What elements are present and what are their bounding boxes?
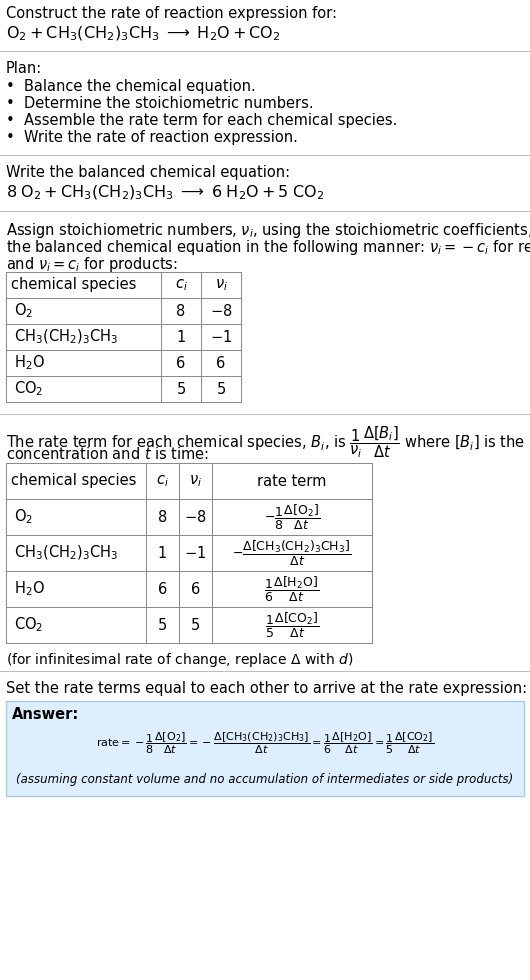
Text: •  Balance the chemical equation.: • Balance the chemical equation. — [6, 79, 256, 94]
Text: $\mathrm{8\; O_2 + CH_3(CH_2)_3CH_3 \;\longrightarrow\; 6\; H_2O + 5\; CO_2}$: $\mathrm{8\; O_2 + CH_3(CH_2)_3CH_3 \;\l… — [6, 184, 324, 203]
Text: $\mathrm{CH_3(CH_2)_3CH_3}$: $\mathrm{CH_3(CH_2)_3CH_3}$ — [14, 327, 118, 346]
Text: $-\dfrac{\Delta[\mathrm{CH_3(CH_2)_3CH_3}]}{\Delta t}$: $-\dfrac{\Delta[\mathrm{CH_3(CH_2)_3CH_3… — [233, 538, 351, 567]
Text: $\mathrm{CO_2}$: $\mathrm{CO_2}$ — [14, 615, 43, 634]
Text: $c_i$: $c_i$ — [174, 277, 188, 293]
Text: $\mathrm{rate} = -\dfrac{1}{8}\dfrac{\Delta[\mathrm{O_2}]}{\Delta t} = -\dfrac{\: $\mathrm{rate} = -\dfrac{1}{8}\dfrac{\De… — [96, 730, 434, 756]
Text: 5: 5 — [216, 381, 226, 397]
Text: $\nu_i$: $\nu_i$ — [215, 277, 227, 293]
Text: $-\dfrac{1}{8}\dfrac{\Delta[\mathrm{O_2}]}{\Delta t}$: $-\dfrac{1}{8}\dfrac{\Delta[\mathrm{O_2}… — [264, 503, 320, 531]
Text: $-8$: $-8$ — [210, 303, 232, 319]
Text: $\mathrm{H_2O}$: $\mathrm{H_2O}$ — [14, 579, 45, 599]
Text: 5: 5 — [191, 617, 200, 632]
Text: Answer:: Answer: — [12, 707, 80, 722]
Text: $\nu_i$: $\nu_i$ — [189, 473, 202, 489]
Text: rate term: rate term — [257, 473, 326, 488]
Text: chemical species: chemical species — [11, 473, 136, 488]
Text: $-8$: $-8$ — [184, 509, 207, 525]
Text: $\mathrm{CO_2}$: $\mathrm{CO_2}$ — [14, 379, 43, 398]
Text: Construct the rate of reaction expression for:: Construct the rate of reaction expressio… — [6, 6, 337, 21]
Text: 6: 6 — [158, 581, 167, 597]
Text: the balanced chemical equation in the following manner: $\nu_i = -c_i$ for react: the balanced chemical equation in the fo… — [6, 238, 530, 257]
Text: •  Assemble the rate term for each chemical species.: • Assemble the rate term for each chemic… — [6, 113, 398, 128]
Text: $\dfrac{1}{6}\dfrac{\Delta[\mathrm{H_2O}]}{\Delta t}$: $\dfrac{1}{6}\dfrac{\Delta[\mathrm{H_2O}… — [264, 574, 320, 604]
Text: $\mathrm{CH_3(CH_2)_3CH_3}$: $\mathrm{CH_3(CH_2)_3CH_3}$ — [14, 544, 118, 563]
Text: $-1$: $-1$ — [210, 329, 232, 345]
Text: Write the balanced chemical equation:: Write the balanced chemical equation: — [6, 165, 290, 180]
Text: $\dfrac{1}{5}\dfrac{\Delta[\mathrm{CO_2}]}{\Delta t}$: $\dfrac{1}{5}\dfrac{\Delta[\mathrm{CO_2}… — [265, 611, 319, 640]
Text: (assuming constant volume and no accumulation of intermediates or side products): (assuming constant volume and no accumul… — [16, 773, 514, 786]
Text: $-1$: $-1$ — [184, 545, 207, 561]
Text: 5: 5 — [158, 617, 167, 632]
Text: concentration and $t$ is time:: concentration and $t$ is time: — [6, 446, 209, 462]
Text: $\mathrm{O_2}$: $\mathrm{O_2}$ — [14, 508, 33, 526]
FancyBboxPatch shape — [6, 701, 524, 796]
Text: 6: 6 — [176, 356, 186, 370]
Text: The rate term for each chemical species, $B_i$, is $\dfrac{1}{\nu_i}\dfrac{\Delt: The rate term for each chemical species,… — [6, 424, 530, 460]
Text: 1: 1 — [176, 329, 186, 345]
Text: •  Determine the stoichiometric numbers.: • Determine the stoichiometric numbers. — [6, 96, 314, 111]
Text: $c_i$: $c_i$ — [156, 473, 169, 489]
Text: Assign stoichiometric numbers, $\nu_i$, using the stoichiometric coefficients, $: Assign stoichiometric numbers, $\nu_i$, … — [6, 221, 530, 240]
Text: 5: 5 — [176, 381, 186, 397]
Text: Set the rate terms equal to each other to arrive at the rate expression:: Set the rate terms equal to each other t… — [6, 681, 527, 696]
Text: 6: 6 — [191, 581, 200, 597]
Text: 6: 6 — [216, 356, 226, 370]
Text: Plan:: Plan: — [6, 61, 42, 76]
Text: and $\nu_i = c_i$ for products:: and $\nu_i = c_i$ for products: — [6, 255, 178, 274]
Text: $\mathrm{H_2O}$: $\mathrm{H_2O}$ — [14, 354, 45, 372]
Text: 1: 1 — [158, 546, 167, 561]
Text: $\mathrm{O_2 + CH_3(CH_2)_3CH_3 \;\longrightarrow\; H_2O + CO_2}$: $\mathrm{O_2 + CH_3(CH_2)_3CH_3 \;\longr… — [6, 25, 281, 43]
Text: $\mathrm{O_2}$: $\mathrm{O_2}$ — [14, 302, 33, 320]
Text: 8: 8 — [158, 510, 167, 524]
Text: 8: 8 — [176, 304, 186, 318]
Text: chemical species: chemical species — [11, 277, 136, 292]
Text: (for infinitesimal rate of change, replace $\Delta$ with $d$): (for infinitesimal rate of change, repla… — [6, 651, 354, 669]
Text: •  Write the rate of reaction expression.: • Write the rate of reaction expression. — [6, 130, 298, 145]
